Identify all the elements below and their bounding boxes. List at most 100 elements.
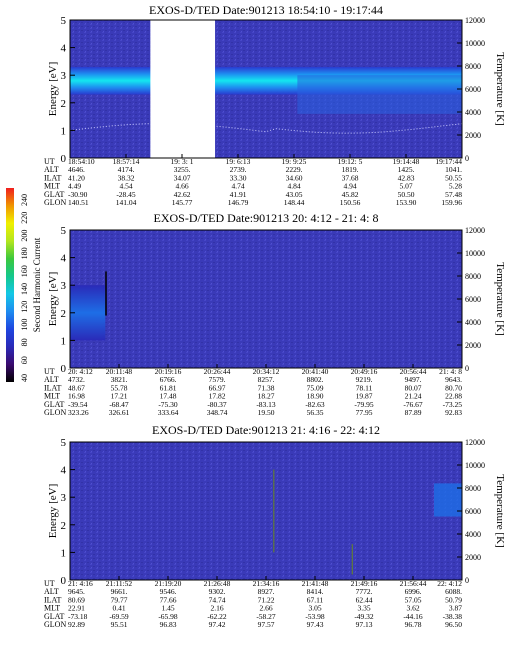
- table-cell: 8802.: [307, 375, 324, 384]
- table-cell: 74.74: [209, 595, 226, 604]
- table-cell: 4.94: [343, 182, 356, 191]
- table-cell: -39.54: [68, 400, 88, 409]
- row-label: GLON: [44, 620, 66, 629]
- y2-axis-label: Temperature [K]: [494, 262, 505, 335]
- table-cell: 2.16: [210, 604, 223, 613]
- table-cell: 56.35: [307, 408, 324, 417]
- table-cell: 146.79: [228, 198, 249, 207]
- table-cell: 37.68: [342, 173, 359, 182]
- y2-tick-label: 12000: [465, 438, 485, 447]
- y-tick-label: 4: [61, 43, 67, 55]
- time-label: 21: 4:16: [68, 579, 93, 588]
- y-tick-label: 2: [61, 520, 67, 532]
- table-cell: 8257.: [258, 375, 275, 384]
- y-tick-label: 5: [61, 225, 67, 237]
- time-label: 22: 4:12: [437, 579, 462, 588]
- table-cell: 42.62: [174, 190, 191, 199]
- y-axis-label: Energy [eV]: [47, 484, 59, 538]
- row-label: ILAT: [44, 595, 61, 604]
- time-label: 21:19:20: [155, 579, 182, 588]
- table-cell: 41.20: [68, 173, 85, 182]
- panel-1: EXOS-D/TED Date:901213 18:54:10 - 19:17:…: [44, 3, 505, 207]
- time-label: 20:56:44: [400, 367, 427, 376]
- table-cell: 50.79: [445, 595, 462, 604]
- table-cell: 42.83: [398, 173, 415, 182]
- colorbar-tick-label: 200: [20, 230, 29, 242]
- table-cell: 5.07: [399, 182, 412, 191]
- row-label: ALT: [44, 375, 59, 384]
- table-cell: 92.83: [445, 408, 462, 417]
- table-cell: 4.49: [68, 182, 81, 191]
- table-cell: 80.07: [405, 383, 422, 392]
- panel-3: EXOS-D/TED Date:901213 21: 4:16 - 22: 4:…: [44, 423, 505, 629]
- table-cell: 41.91: [230, 190, 247, 199]
- table-cell: 3.87: [449, 604, 462, 613]
- colorbar-tick-label: 180: [20, 247, 29, 259]
- row-label: MLT: [44, 604, 60, 613]
- table-cell: 19.87: [356, 392, 373, 401]
- table-cell: 19.50: [258, 408, 275, 417]
- table-cell: 140.51: [68, 198, 89, 207]
- table-cell: 9497.: [405, 375, 422, 384]
- row-label: ILAT: [44, 173, 61, 182]
- time-label: 20:11:48: [106, 367, 133, 376]
- table-cell: 3255.: [174, 165, 191, 174]
- time-label: 20:26:44: [204, 367, 231, 376]
- colorbar-tick-label: 240: [20, 194, 29, 206]
- y2-tick-label: 0: [465, 576, 469, 585]
- y-tick-label: 5: [61, 437, 67, 449]
- y2-tick-label: 12000: [465, 226, 485, 235]
- colorbar-tick-label: 40: [20, 374, 29, 382]
- table-cell: -38.38: [443, 612, 463, 621]
- spectrogram-panels: EXOS-D/TED Date:901213 18:54:10 - 19:17:…: [44, 3, 505, 629]
- time-label: 20:49:16: [351, 367, 378, 376]
- time-label: 20:19:16: [155, 367, 182, 376]
- y2-tick-label: 0: [465, 154, 469, 163]
- y2-tick-label: 12000: [465, 16, 485, 25]
- table-cell: -69.59: [109, 612, 129, 621]
- table-cell: 4.54: [119, 182, 132, 191]
- colorbar-tick-label: 80: [20, 338, 29, 346]
- time-label: 21: 4: 8: [439, 367, 462, 376]
- colorbar-label: Second Harmonic Current: [32, 237, 42, 332]
- table-cell: -28.45: [116, 190, 136, 199]
- y2-axis-label: Temperature [K]: [494, 52, 505, 125]
- table-cell: 18.90: [307, 392, 324, 401]
- table-cell: -58.27: [256, 612, 276, 621]
- panel-title: EXOS-D/TED Date:901213 20: 4:12 - 21: 4:…: [154, 211, 379, 225]
- y2-tick-label: 8000: [465, 62, 481, 71]
- y-tick-label: 3: [61, 492, 67, 504]
- table-cell: 8927.: [258, 587, 275, 596]
- time-label: 21:56:44: [400, 579, 427, 588]
- table-cell: 323.26: [68, 408, 89, 417]
- y-tick-label: 4: [61, 465, 67, 477]
- y-tick-label: 3: [61, 280, 67, 292]
- table-cell: -82.63: [305, 400, 325, 409]
- table-cell: 80.70: [445, 383, 462, 392]
- table-cell: -76.67: [403, 400, 423, 409]
- colorbar-tick-label: 60: [20, 356, 29, 364]
- colorbar-tick-label: 120: [20, 301, 29, 313]
- table-cell: -83.13: [256, 400, 276, 409]
- y-tick-label: 3: [61, 70, 67, 82]
- time-label: 18:54:10: [68, 157, 95, 166]
- y2-tick-label: 0: [465, 364, 469, 373]
- table-cell: 80.69: [68, 595, 85, 604]
- panel-title: EXOS-D/TED Date:901213 18:54:10 - 19:17:…: [149, 3, 383, 17]
- time-label: 20: 4:12: [68, 367, 93, 376]
- table-cell: -80.37: [207, 400, 227, 409]
- table-cell: 333.64: [158, 408, 179, 417]
- table-cell: 3.05: [308, 604, 321, 613]
- table-cell: 9302.: [209, 587, 226, 596]
- y2-tick-label: 8000: [465, 484, 481, 493]
- table-cell: 66.97: [209, 383, 226, 392]
- table-cell: 6088.: [445, 587, 462, 596]
- table-cell: -44.16: [403, 612, 423, 621]
- time-label: 18:57:14: [113, 157, 140, 166]
- table-cell: 153.90: [396, 198, 417, 207]
- table-cell: 3.62: [406, 604, 419, 613]
- table-cell: 5.28: [449, 182, 462, 191]
- table-cell: 4.84: [287, 182, 300, 191]
- table-cell: 7579.: [209, 375, 226, 384]
